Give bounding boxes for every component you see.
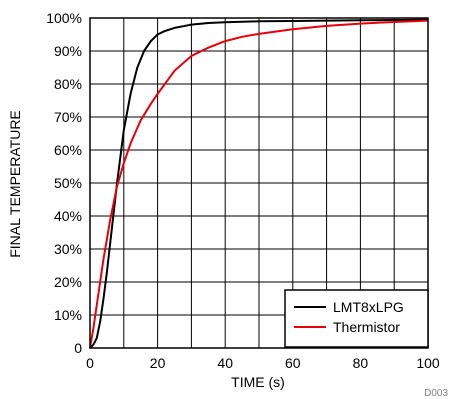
series-line-lmt8xlpg xyxy=(89,18,429,349)
y-tick-label: 30% xyxy=(54,241,82,257)
plot-frame xyxy=(89,17,429,349)
x-tick-label: 40 xyxy=(217,355,233,371)
legend-box xyxy=(284,289,429,348)
x-tick-label: 100 xyxy=(416,355,440,371)
legend: LMT8xLPG Thermistor xyxy=(284,289,429,348)
y-tick-label: 0 xyxy=(74,340,82,356)
x-axis-label: TIME (s) xyxy=(231,374,285,390)
y-tick-label: 50% xyxy=(54,175,82,191)
y-tick-label: 10% xyxy=(54,307,82,323)
y-tick-label: 80% xyxy=(54,76,82,92)
legend-label-thermistor: Thermistor xyxy=(333,319,400,335)
series-lines xyxy=(89,18,429,349)
x-tick-label: 0 xyxy=(86,355,94,371)
x-tick-label: 60 xyxy=(285,355,301,371)
figure-id: D003 xyxy=(424,388,448,399)
series-line-thermistor xyxy=(89,19,429,349)
x-tick-labels: 0 20 40 60 80 100 xyxy=(86,355,440,371)
y-tick-label: 60% xyxy=(54,142,82,158)
y-tick-label: 70% xyxy=(54,109,82,125)
y-tick-label: 20% xyxy=(54,274,82,290)
x-tick-label: 80 xyxy=(353,355,369,371)
y-tick-labels: 0 10% 20% 30% 40% 50% 60% 70% 80% 90% 100% xyxy=(46,10,82,356)
x-tick-label: 20 xyxy=(150,355,166,371)
y-tick-label: 100% xyxy=(46,10,82,26)
y-tick-label: 90% xyxy=(54,43,82,59)
y-tick-label: 40% xyxy=(54,208,82,224)
legend-label-lmt8xlpg: LMT8xLPG xyxy=(333,299,404,315)
y-axis-label: FINAL TEMPERATURE xyxy=(7,110,23,258)
